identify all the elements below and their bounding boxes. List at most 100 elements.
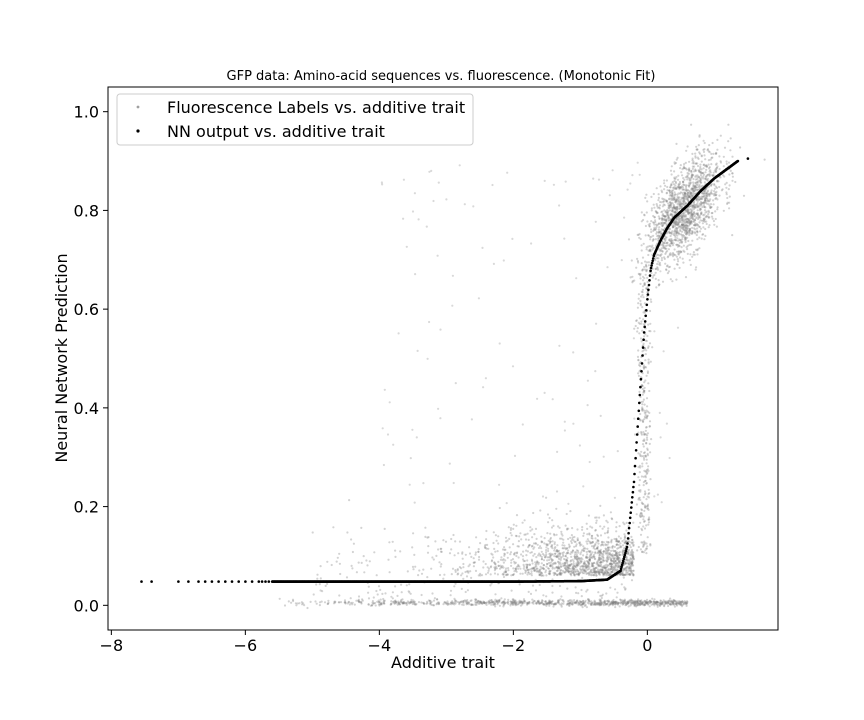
- chart-title: GFP data: Amino-acid sequences vs. fluor…: [227, 69, 656, 84]
- data-point: [631, 572, 635, 575]
- data-point: [680, 251, 683, 254]
- data-point: [633, 604, 636, 608]
- data-point: [598, 516, 601, 519]
- data-point: [558, 554, 561, 558]
- data-point: [536, 561, 539, 564]
- data-point: [684, 232, 688, 236]
- data-point: [430, 600, 433, 604]
- data-point: [551, 600, 554, 603]
- data-point: [653, 223, 656, 226]
- data-point: [504, 570, 508, 574]
- data-point: [431, 556, 434, 559]
- data-point: [410, 601, 413, 604]
- data-point: [602, 514, 606, 517]
- data-point: [630, 535, 633, 539]
- data-point: [413, 553, 416, 557]
- data-point: [725, 191, 728, 194]
- data-point: [642, 515, 645, 518]
- data-point: [502, 600, 505, 603]
- data-point: [592, 545, 596, 548]
- data-point: [579, 553, 582, 556]
- data-point: [621, 600, 625, 603]
- data-point: [607, 567, 610, 570]
- data-point: [538, 573, 541, 577]
- data-point: [551, 398, 554, 401]
- data-point: [544, 554, 548, 558]
- data-point: [687, 239, 690, 243]
- data-point: [715, 190, 718, 193]
- data-point: [539, 565, 542, 568]
- data-point: [560, 605, 563, 608]
- data-point: [637, 374, 641, 377]
- data-point: [604, 569, 607, 572]
- data-point: [691, 255, 694, 258]
- data-point: [667, 248, 671, 251]
- data-point: [488, 599, 491, 602]
- data-point: [543, 391, 546, 394]
- data-point: [604, 571, 607, 575]
- data-point: [610, 563, 613, 566]
- data-point: [436, 598, 439, 601]
- data-point: [715, 169, 718, 172]
- data-point: [621, 549, 625, 552]
- data-point: [509, 551, 513, 554]
- data-point: [567, 565, 570, 568]
- data-point: [645, 601, 649, 604]
- data-point: [523, 599, 526, 603]
- data-point: [569, 599, 572, 602]
- data-point: [576, 599, 579, 602]
- data-point: [506, 573, 509, 576]
- data-point: [688, 168, 691, 171]
- data-point: [594, 571, 597, 574]
- data-point: [650, 600, 653, 604]
- data-point: [459, 601, 462, 604]
- data-point: [682, 220, 685, 223]
- data-point: [587, 540, 590, 543]
- data-point: [611, 602, 614, 605]
- data-point: [629, 182, 632, 185]
- data-point: [595, 574, 598, 577]
- data-point: [696, 205, 700, 208]
- data-point: [653, 495, 656, 498]
- data-point: [326, 560, 329, 563]
- data-point: [585, 540, 588, 543]
- data-point: [629, 546, 632, 549]
- data-point: [603, 601, 606, 604]
- data-point: [628, 564, 631, 567]
- data-point: [570, 563, 573, 566]
- data-point: [594, 552, 597, 555]
- data-point: [615, 552, 618, 555]
- data-point: [691, 167, 695, 170]
- data-point: [601, 571, 604, 574]
- data-point: [631, 281, 634, 284]
- data-point: [470, 555, 473, 559]
- data-point: [712, 152, 715, 155]
- data-point: [611, 604, 614, 607]
- data-point: [555, 566, 558, 569]
- data-point: [607, 527, 610, 530]
- data-point: [662, 350, 665, 353]
- data-point: [494, 567, 497, 571]
- data-point: [436, 254, 439, 257]
- data-point: [629, 554, 632, 557]
- data-point: [332, 602, 336, 605]
- data-point: [598, 563, 601, 567]
- data-point: [716, 138, 719, 141]
- data-point: [372, 602, 375, 605]
- data-point: [610, 563, 613, 566]
- data-point: [507, 598, 510, 602]
- data-point: [599, 544, 603, 547]
- data-point: [650, 207, 654, 210]
- data-point: [610, 549, 613, 553]
- data-point: [663, 204, 666, 207]
- data-point: [610, 538, 613, 542]
- data-point: [630, 554, 633, 557]
- data-point: [552, 605, 555, 608]
- data-point: [640, 512, 643, 515]
- data-point: [540, 567, 543, 570]
- data-point: [661, 244, 664, 247]
- data-point: [571, 549, 575, 552]
- data-point: [557, 565, 560, 568]
- data-point: [542, 603, 545, 606]
- data-point: [670, 184, 673, 187]
